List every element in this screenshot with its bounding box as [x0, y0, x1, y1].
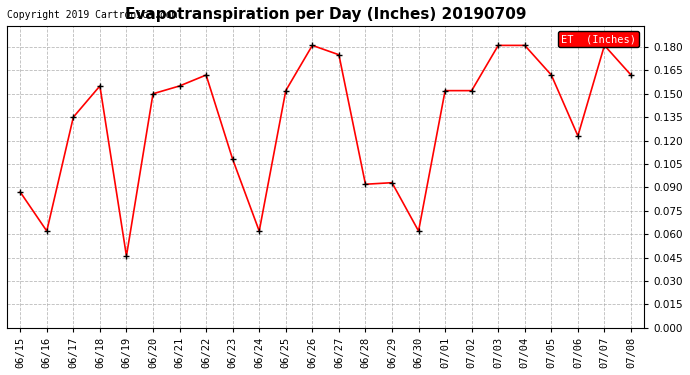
Title: Evapotranspiration per Day (Inches) 20190709: Evapotranspiration per Day (Inches) 2019… [125, 7, 526, 22]
Legend: ET  (Inches): ET (Inches) [558, 31, 639, 47]
Text: Copyright 2019 Cartronics.com: Copyright 2019 Cartronics.com [7, 10, 177, 20]
